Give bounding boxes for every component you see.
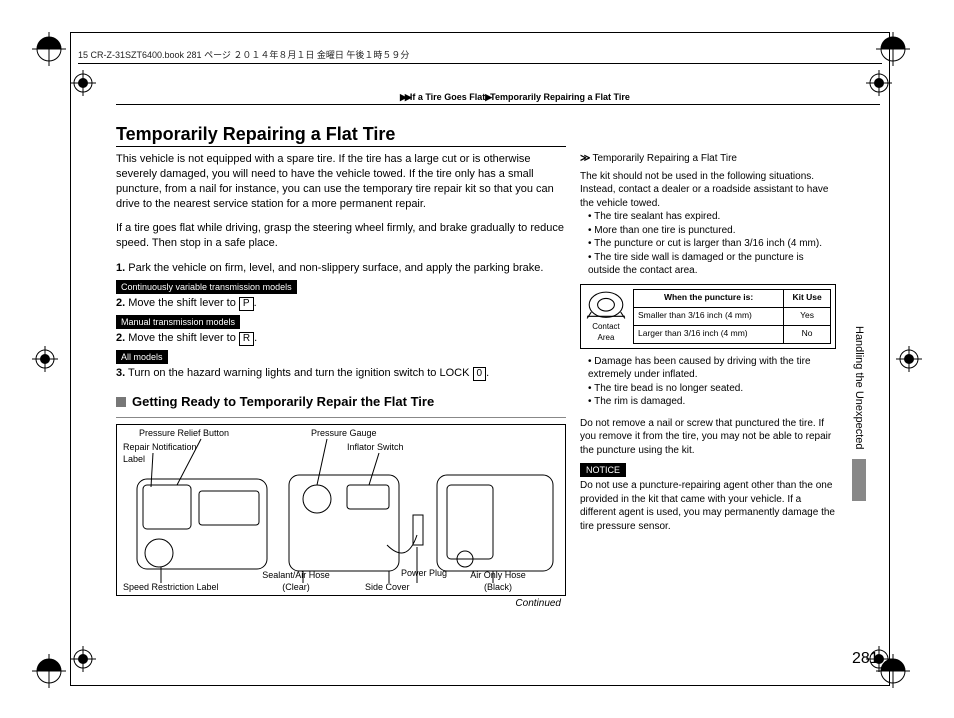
td: Yes	[784, 307, 831, 325]
key-0: 0	[473, 367, 487, 381]
side-column: ≫Temporarily Repairing a Flat Tire The k…	[580, 152, 836, 533]
side-bullet: The puncture or cut is larger than 3/16 …	[588, 237, 836, 251]
badge-all: All models	[116, 350, 168, 364]
breadcrumb-a: If a Tire Goes Flat	[410, 92, 485, 102]
step-text: Turn on the hazard warning lights and tu…	[128, 367, 472, 379]
sub-heading-row: Getting Ready to Temporarily Repair the …	[116, 393, 566, 411]
step-2b: 2. Move the shift lever to R.	[116, 331, 566, 346]
section-tab: Handling the Unexpected	[852, 326, 866, 501]
crop-mark-small-icon	[32, 346, 58, 372]
side-bullet: The rim is damaged.	[588, 395, 836, 409]
rule	[116, 417, 566, 418]
chevron-icon: ≫	[580, 153, 590, 164]
th: When the puncture is:	[634, 289, 784, 307]
td: Smaller than 3/16 inch (4 mm)	[634, 307, 784, 325]
td: No	[784, 325, 831, 343]
rule	[116, 104, 880, 105]
badge-cvt: Continuously variable transmission model…	[116, 280, 297, 294]
th: Kit Use	[784, 289, 831, 307]
section-tab-text: Handling the Unexpected	[853, 326, 865, 450]
side-bullet: The tire side wall is damaged or the pun…	[588, 251, 836, 278]
breadcrumb: ▶▶If a Tire Goes Flat▶Temporarily Repair…	[400, 92, 630, 103]
crop-mark-small-icon	[70, 646, 96, 672]
main-column: This vehicle is not equipped with a spar…	[116, 152, 566, 596]
step-1: 1. Park the vehicle on firm, level, and …	[116, 261, 566, 276]
sub-heading: Getting Ready to Temporarily Repair the …	[132, 393, 434, 411]
side-text: Do not remove a nail or screw that punct…	[580, 417, 836, 458]
label-aoh: Air Only Hose (Black)	[463, 569, 533, 593]
section-tab-bar	[852, 459, 866, 501]
td: Larger than 3/16 inch (4 mm)	[634, 325, 784, 343]
side-bullet: Damage has been caused by driving with t…	[588, 355, 836, 382]
side-text: The kit should not be used in the follow…	[580, 170, 836, 211]
doc-meta-line: 15 CR-Z-31SZT6400.book 281 ページ ２０１４年８月１日…	[78, 48, 882, 64]
label-is: Inflator Switch	[347, 441, 404, 453]
rule	[116, 146, 566, 147]
key-p: P	[239, 297, 254, 311]
side-bullet: The tire sealant has expired.	[588, 210, 836, 224]
label-srl: Speed Restriction Label	[123, 581, 219, 593]
step-text: Move the shift lever to	[128, 297, 239, 309]
page-number: 281	[852, 650, 879, 668]
crop-mark-icon	[32, 32, 66, 66]
side-bullet: The tire bead is no longer seated.	[588, 382, 836, 396]
step-text: Park the vehicle on firm, level, and non…	[128, 262, 543, 274]
label-pg: Pressure Gauge	[311, 427, 377, 439]
step-2a: 2. Move the shift lever to P.	[116, 296, 566, 311]
tire-contact-icon: Contact Area	[585, 289, 627, 344]
crop-mark-small-icon	[896, 346, 922, 372]
step-text: Move the shift lever to	[128, 332, 239, 344]
side-heading-text: Temporarily Repairing a Flat Tire	[592, 153, 737, 164]
crop-mark-small-icon	[70, 70, 96, 96]
breadcrumb-b: Temporarily Repairing a Flat Tire	[490, 92, 630, 102]
intro-text: This vehicle is not equipped with a spar…	[116, 152, 566, 211]
notice-badge: NOTICE	[580, 463, 626, 477]
kit-use-box: Contact Area When the puncture is:Kit Us…	[580, 284, 836, 349]
side-heading: ≫Temporarily Repairing a Flat Tire	[580, 152, 836, 166]
label-prb: Pressure Relief Button	[139, 427, 229, 439]
side-bullet: More than one tire is punctured.	[588, 224, 836, 238]
arrow-icon: ▶▶	[400, 92, 410, 102]
key-r: R	[239, 332, 254, 346]
label-sc: Side Cover	[365, 581, 410, 593]
step-3: 3. Turn on the hazard warning lights and…	[116, 366, 566, 381]
label-rnl: Repair Notification Label	[123, 441, 203, 465]
square-bullet-icon	[116, 397, 126, 407]
badge-mt: Manual transmission models	[116, 315, 240, 329]
tire-label: Contact Area	[592, 322, 620, 342]
intro-text: If a tire goes flat while driving, grasp…	[116, 221, 566, 251]
side-text: Do not use a puncture-repairing agent ot…	[580, 479, 836, 533]
continued-label: Continued	[515, 597, 561, 611]
diagram: Pressure Relief Button Repair Notificati…	[116, 424, 566, 596]
page-title: Temporarily Repairing a Flat Tire	[116, 124, 395, 145]
label-sah: Sealant/Air Hose (Clear)	[261, 569, 331, 593]
kit-use-table: When the puncture is:Kit Use Smaller tha…	[633, 289, 831, 344]
crop-mark-small-icon	[866, 70, 892, 96]
label-pp: Power Plug	[401, 567, 447, 579]
crop-mark-icon	[32, 654, 66, 688]
